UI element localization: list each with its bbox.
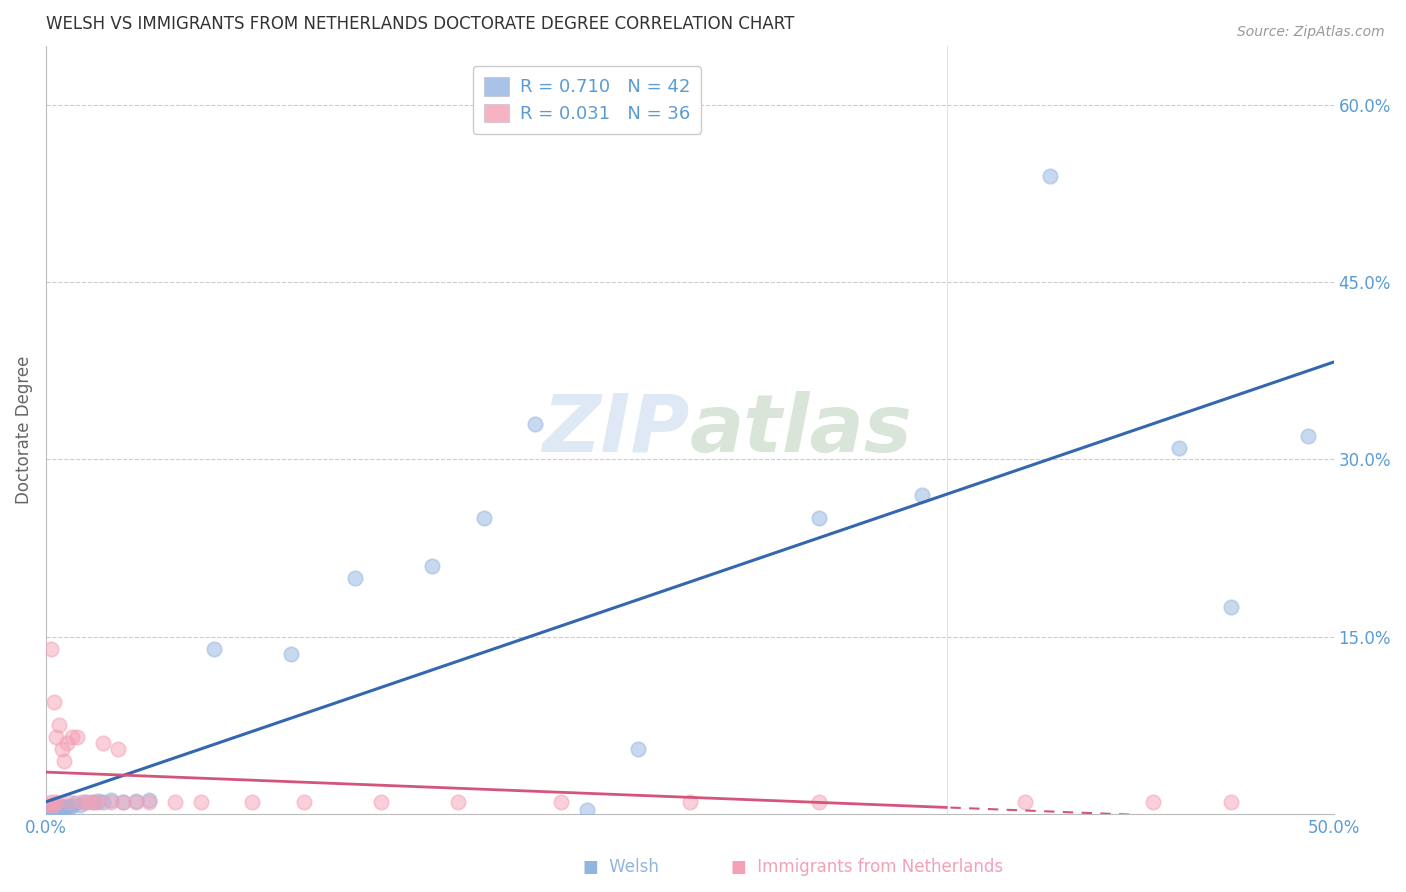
Point	[42, 797, 65, 812]
Point	[42, 801, 65, 815]
Point	[344, 571, 367, 585]
Point	[51, 801, 73, 815]
Point	[125, 795, 148, 809]
Point	[48, 802, 70, 816]
Point	[112, 795, 135, 809]
Point	[56, 736, 79, 750]
Point	[679, 795, 702, 809]
Point	[1014, 795, 1036, 809]
Point	[472, 511, 495, 525]
Text: Source: ZipAtlas.com: Source: ZipAtlas.com	[1237, 25, 1385, 39]
Point	[627, 742, 650, 756]
Point	[51, 800, 73, 814]
Text: WELSH VS IMMIGRANTS FROM NETHERLANDS DOCTORATE DEGREE CORRELATION CHART: WELSH VS IMMIGRANTS FROM NETHERLANDS DOC…	[46, 15, 794, 33]
Point	[1168, 441, 1191, 455]
Point	[42, 802, 65, 816]
Point	[524, 417, 547, 431]
Text: ZIP: ZIP	[543, 391, 690, 469]
Point	[48, 798, 70, 813]
Point	[107, 742, 129, 756]
Point	[82, 795, 104, 809]
Point	[1142, 795, 1164, 809]
Point	[112, 795, 135, 809]
Point	[51, 742, 73, 756]
Point	[86, 794, 108, 808]
Point	[91, 795, 114, 809]
Point	[1039, 169, 1062, 183]
Point	[202, 641, 225, 656]
Point	[60, 798, 83, 813]
Point	[292, 795, 315, 809]
Point	[58, 795, 80, 809]
Point	[53, 801, 76, 815]
Point	[86, 795, 108, 809]
Point	[38, 805, 60, 819]
Point	[1219, 795, 1241, 809]
Point	[45, 801, 67, 815]
Y-axis label: Doctorate Degree: Doctorate Degree	[15, 356, 32, 504]
Point	[45, 795, 67, 809]
Point	[42, 800, 65, 814]
Point	[447, 795, 470, 809]
Point	[56, 798, 79, 813]
Point	[190, 795, 212, 809]
Point	[69, 797, 91, 812]
Point	[807, 511, 830, 525]
Point	[38, 797, 60, 812]
Point	[70, 795, 93, 809]
Point	[138, 793, 160, 807]
Point	[45, 730, 67, 744]
Point	[48, 718, 70, 732]
Point	[73, 795, 96, 809]
Point	[63, 797, 86, 811]
Point	[45, 800, 67, 814]
Point	[1219, 600, 1241, 615]
Point	[100, 793, 122, 807]
Text: ■  Welsh: ■ Welsh	[583, 858, 659, 876]
Point	[66, 730, 89, 744]
Text: atlas: atlas	[690, 391, 912, 469]
Legend: R = 0.710   N = 42, R = 0.031   N = 36: R = 0.710 N = 42, R = 0.031 N = 36	[472, 66, 702, 134]
Point	[575, 804, 598, 818]
Point	[1296, 429, 1319, 443]
Point	[58, 800, 80, 814]
Point	[422, 558, 444, 573]
Point	[53, 754, 76, 768]
Point	[60, 730, 83, 744]
Point	[807, 795, 830, 809]
Point	[280, 648, 302, 662]
Point	[91, 736, 114, 750]
Point	[240, 795, 263, 809]
Point	[42, 695, 65, 709]
Point	[41, 641, 63, 656]
Point	[82, 795, 104, 809]
Point	[41, 801, 63, 815]
Point	[125, 794, 148, 808]
Point	[370, 795, 392, 809]
Point	[911, 488, 934, 502]
Point	[41, 795, 63, 809]
Point	[41, 804, 63, 818]
Point	[163, 795, 186, 809]
Text: ■  Immigrants from Netherlands: ■ Immigrants from Netherlands	[731, 858, 1004, 876]
Point	[138, 795, 160, 809]
Point	[550, 795, 572, 809]
Point	[38, 804, 60, 818]
Point	[100, 795, 122, 809]
Point	[41, 802, 63, 816]
Point	[76, 795, 98, 809]
